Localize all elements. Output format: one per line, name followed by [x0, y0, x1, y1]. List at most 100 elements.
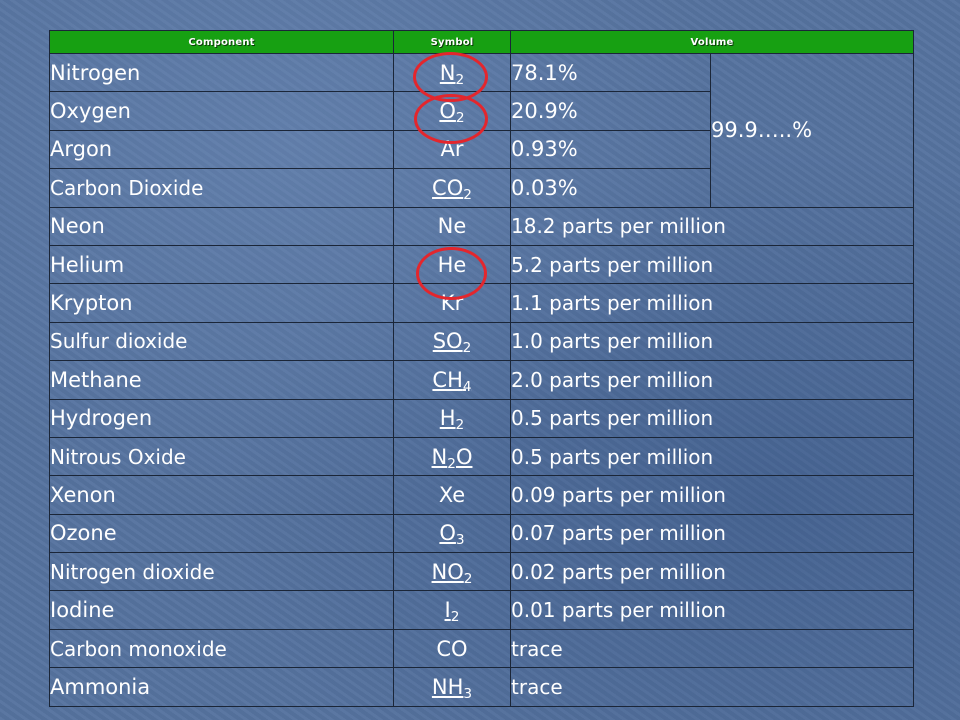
component-name: Ammonia [50, 674, 151, 699]
table-row: Carbon monoxide CO trace [49, 628, 915, 669]
volume-value: 1.0 parts per million [511, 329, 714, 354]
chemical-symbol: Ne [438, 214, 467, 238]
volume-cell: 0.09 parts per million [509, 475, 915, 515]
symbol-cell: SO2 [393, 321, 511, 362]
symbol-subscript: 3 [455, 532, 465, 549]
volume-value: 78.1% [511, 60, 578, 85]
volume-cell: 0.03% [510, 168, 711, 208]
component-name: Hydrogen [50, 406, 153, 431]
header-volume: Volume [509, 30, 915, 54]
symbol-base: CH [432, 367, 463, 392]
volume-value: 20.9% [511, 99, 578, 124]
component-cell: Methane [49, 360, 394, 400]
volume-cell: 0.01 parts per million [509, 590, 915, 630]
symbol-subscript: 2 [455, 417, 465, 434]
component-cell: Nitrous Oxide [49, 436, 394, 477]
symbol-cell: I2 [393, 590, 511, 630]
symbol-base: O [439, 521, 456, 546]
symbol-subscript: 2 [450, 608, 460, 625]
volume-value: 5.2 parts per million [511, 252, 714, 277]
component-cell: Ammonia [49, 667, 394, 707]
component-name: Methane [50, 367, 142, 392]
chemical-symbol: O3 [439, 521, 465, 549]
symbol-cell: H2 [393, 398, 511, 438]
component-name: Carbon monoxide [50, 636, 227, 661]
volume-cell: 0.02 parts per million [509, 552, 915, 592]
component-name: Nitrogen [50, 60, 141, 85]
volume-cell: 18.2 parts per million [509, 206, 915, 246]
volume-cell: 2.0 parts per million [509, 360, 915, 400]
table-row: Methane CH4 2.0 parts per million [49, 360, 915, 400]
chemical-symbol: CH4 [432, 367, 472, 395]
table-row: Carbon Dioxide CO2 0.03% [49, 168, 914, 208]
header-symbol: Symbol [393, 30, 511, 54]
symbol-base: NO [431, 559, 464, 584]
component-cell: Xenon [49, 475, 394, 515]
symbol-cell: CH4 [393, 360, 511, 400]
symbol-cell: NH3 [393, 667, 511, 707]
volume-value: trace [511, 636, 563, 661]
symbol-base: N [431, 444, 448, 469]
volume-cell: trace [509, 667, 915, 707]
chemical-symbol: NO2 [431, 559, 473, 587]
volume-cell: trace [509, 628, 915, 669]
component-cell: Neon [49, 206, 394, 246]
component-name: Neon [50, 214, 105, 239]
volume-cell: 0.93% [510, 129, 711, 170]
component-cell: Iodine [49, 590, 394, 630]
volume-value: 0.02 parts per million [511, 559, 726, 584]
chemical-symbol: NH3 [431, 674, 472, 701]
highlight-circle-helium [416, 247, 487, 300]
chemical-symbol: CO2 [432, 175, 472, 202]
symbol-cell: N2O [393, 436, 511, 477]
volume-value: 0.03% [511, 175, 578, 200]
volume-cell: 0.5 parts per million [509, 398, 915, 438]
volume-cell: 20.9% [510, 91, 711, 131]
symbol-base: I [444, 598, 451, 623]
table-header-row: Component Symbol Volume [49, 30, 915, 54]
component-cell: Nitrogen [49, 52, 394, 93]
component-cell: Nitrogen dioxide [49, 552, 394, 592]
symbol-cell: CO2 [393, 168, 511, 208]
symbol-cell: Xe [393, 475, 511, 515]
component-cell: Carbon Dioxide [49, 168, 394, 208]
symbol-base: CO [432, 175, 464, 200]
component-name: Xenon [50, 482, 116, 507]
symbol-base: NH [431, 674, 464, 699]
table-body: Nitrogen N2 78.1% 99.9…..% Oxygen O2 20.9% Argo… [49, 52, 915, 707]
symbol-subscript: 2 [462, 340, 472, 357]
volume-value: 0.09 parts per million [511, 482, 726, 507]
component-name: Nitrogen dioxide [50, 559, 215, 584]
symbol-base: SO [432, 329, 463, 354]
table-row: Neon Ne 18.2 parts per million [49, 206, 915, 246]
component-name: Krypton [50, 291, 133, 316]
component-cell: Carbon monoxide [49, 628, 394, 669]
component-cell: Helium [49, 244, 394, 285]
volume-value: 1.1 parts per million [511, 291, 714, 316]
component-name: Carbon Dioxide [50, 175, 204, 200]
symbol-base: Ne [437, 214, 467, 239]
component-cell: Argon [49, 129, 394, 170]
table-row: Nitrous Oxide N2O 0.5 parts per million [49, 436, 915, 477]
symbol-subscript: 4 [462, 378, 472, 395]
table-row: Ozone O3 0.07 parts per million [49, 513, 915, 554]
header-component: Component [49, 30, 394, 54]
chemical-symbol: H2 [440, 406, 465, 434]
symbol-tail: O [455, 444, 473, 469]
chemical-symbol: CO [436, 637, 467, 661]
symbol-subscript: 2 [447, 455, 456, 472]
component-name: Ozone [50, 521, 117, 546]
volume-value: 18.2 parts per million [511, 214, 726, 239]
symbol-cell: NO2 [393, 552, 511, 592]
table-row: Hydrogen H2 0.5 parts per million [49, 398, 915, 438]
component-name: Sulfur dioxide [50, 329, 188, 354]
table-row: Xenon Xe 0.09 parts per million [49, 475, 915, 515]
table-row: Krypton Kr 1.1 parts per million [49, 283, 915, 323]
atmosphere-composition-table: Component Symbol Volume Nitrogen N2 78.1% 9… [49, 30, 915, 707]
component-name: Iodine [50, 598, 115, 623]
symbol-subscript: 2 [463, 570, 473, 587]
symbol-cell: O3 [393, 513, 511, 554]
symbol-cell: CO [393, 628, 511, 669]
volume-value: 0.5 parts per million [511, 444, 714, 469]
highlight-circle-oxygen [414, 94, 488, 144]
